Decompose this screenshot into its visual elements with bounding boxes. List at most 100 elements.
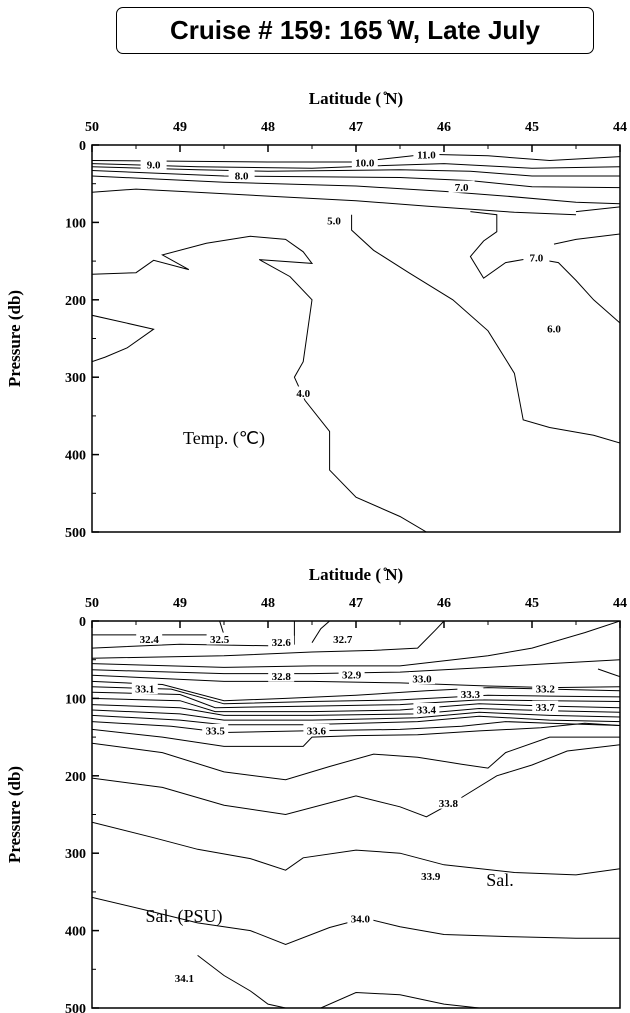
contour-label-bg [303, 723, 330, 736]
contour-label: 4.0 [296, 388, 310, 400]
x-tick-label: 44 [613, 596, 627, 611]
contour-line [92, 188, 577, 216]
contour-line [575, 206, 620, 213]
contour-label-bg [351, 155, 378, 168]
contour-label-bg [140, 158, 167, 171]
contour-label-bg [268, 669, 295, 682]
contour-label-bg [541, 322, 567, 335]
y-tick-label: 100 [65, 692, 86, 707]
contour-line [92, 621, 620, 668]
contour-label: 33.9 [421, 871, 441, 883]
chart-title: Cruise # 159: 165 ̊W, Late July [116, 7, 594, 54]
x-tick-label: 46 [437, 596, 451, 611]
contour-label: 9.0 [147, 160, 161, 172]
x-tick-label: 47 [349, 120, 363, 135]
y-tick-label: 200 [65, 770, 86, 785]
contour-line [92, 691, 620, 709]
contour-label: 7.0 [530, 253, 544, 265]
contour-label-bg [532, 682, 559, 695]
y-axis-title: Pressure (db) [5, 766, 24, 863]
contour-line [92, 170, 620, 189]
contour-label-bg [329, 632, 356, 645]
y-axis-title: Pressure (db) [5, 290, 24, 387]
contour-label: 32.4 [140, 634, 160, 646]
contour-line [92, 659, 620, 675]
contour-line [92, 709, 620, 721]
y-tick-label: 500 [65, 526, 86, 541]
contour-label-bg [413, 703, 440, 716]
x-axis-title: Latitude ( ̊N) [309, 565, 403, 584]
x-tick-label: 47 [349, 596, 363, 611]
contour-label-bg [171, 971, 198, 984]
x-tick-label: 46 [437, 120, 451, 135]
contour-label: 6.0 [547, 324, 561, 336]
field-label: Sal. (PSU) [145, 906, 222, 927]
contour-line [92, 721, 620, 734]
contour-label: 32.6 [272, 637, 292, 649]
contour-label: 33.4 [417, 705, 437, 717]
contour-label-bg [202, 723, 229, 736]
contour-label: 34.0 [351, 913, 371, 925]
temperature-panel: 50 49 48 47 46 45 44 0 100 200 300 400 500 Latitude (… [5, 89, 627, 541]
y-tick-label: 400 [65, 449, 86, 464]
contour-label: 11.0 [417, 150, 436, 162]
x-tick-label: 45 [525, 120, 539, 135]
contour-line [197, 955, 286, 1008]
x-tick-label: 44 [613, 120, 627, 135]
contour-label-bg [268, 635, 295, 648]
contour-label-bg [448, 180, 475, 193]
y-tick-label: 0 [79, 139, 86, 154]
contour-label-bg [228, 168, 255, 181]
contour-label: 33.6 [307, 725, 327, 737]
contour-line [320, 991, 480, 1008]
plot-frame [91, 144, 621, 533]
contour-line [469, 211, 620, 324]
contour-line [553, 233, 620, 245]
contour-line [92, 744, 620, 818]
y-tick-label: 0 [79, 615, 86, 630]
contour-line [597, 668, 620, 678]
x-tick-label: 48 [261, 596, 275, 611]
field-label-2: Sal. [486, 870, 514, 890]
field-label: Temp. (℃) [183, 428, 265, 449]
contour-line [92, 621, 445, 659]
x-tick-label: 45 [525, 596, 539, 611]
x-tick-label: 50 [85, 120, 99, 135]
contour-label-bg [413, 148, 440, 161]
y-tick-label: 100 [65, 216, 86, 231]
contour-label: 7.0 [455, 182, 469, 194]
contour-label-bg [131, 682, 158, 695]
contour-line [92, 175, 620, 205]
contour-line [92, 736, 620, 781]
x-tick-label: 49 [173, 120, 187, 135]
contour-group [92, 153, 620, 532]
contour-label-bg [435, 796, 462, 809]
contour-label: 33.3 [461, 689, 481, 701]
contour-label: 32.5 [210, 634, 230, 646]
contour-line [92, 714, 620, 726]
x-axis-title: Latitude ( ̊N) [309, 89, 403, 108]
contour-label: 32.9 [342, 670, 362, 682]
contour-label-bg [417, 869, 444, 882]
contour-label: 32.7 [333, 634, 353, 646]
contour-line [92, 821, 620, 876]
contour-label-bg [523, 251, 550, 264]
contour-line [92, 621, 295, 649]
contour-line [92, 166, 620, 177]
salinity-panel: 50 49 48 47 46 45 44 0 100 200 300 400 500 Latitude (… [5, 565, 627, 1013]
contour-label-bg [457, 687, 484, 700]
contour-line [92, 722, 620, 747]
contour-label: 33.7 [536, 702, 556, 714]
contour-line [351, 214, 620, 444]
contour-line [92, 314, 155, 363]
contour-label: 32.8 [272, 671, 292, 683]
contour-line [311, 621, 330, 643]
x-tick-label: 50 [85, 596, 99, 611]
contour-line [92, 680, 620, 702]
contour-line [92, 686, 620, 705]
contour-label-bg [347, 911, 374, 924]
contour-label: 33.0 [412, 674, 432, 686]
contour-label: 33.5 [206, 725, 226, 737]
contour-label: 33.8 [439, 798, 459, 810]
contour-label: 33.1 [135, 684, 154, 696]
